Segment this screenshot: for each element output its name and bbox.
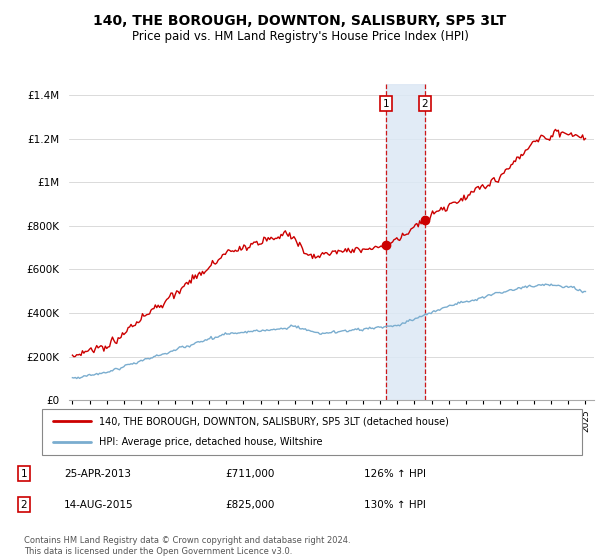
Text: Price paid vs. HM Land Registry's House Price Index (HPI): Price paid vs. HM Land Registry's House … [131,30,469,43]
FancyBboxPatch shape [42,409,582,455]
Text: HPI: Average price, detached house, Wiltshire: HPI: Average price, detached house, Wilt… [98,437,322,447]
Text: 25-APR-2013: 25-APR-2013 [64,469,131,479]
Text: £711,000: £711,000 [226,469,275,479]
Text: 1: 1 [382,99,389,109]
Text: 14-AUG-2015: 14-AUG-2015 [64,500,134,510]
Bar [386,84,425,400]
Text: Contains HM Land Registry data © Crown copyright and database right 2024.
This d: Contains HM Land Registry data © Crown c… [24,536,350,556]
Text: 140, THE BOROUGH, DOWNTON, SALISBURY, SP5 3LT: 140, THE BOROUGH, DOWNTON, SALISBURY, SP… [94,14,506,28]
Text: 2: 2 [422,99,428,109]
Text: 140, THE BOROUGH, DOWNTON, SALISBURY, SP5 3LT (detached house): 140, THE BOROUGH, DOWNTON, SALISBURY, SP… [98,416,449,426]
Text: 2: 2 [20,500,27,510]
Text: 126% ↑ HPI: 126% ↑ HPI [364,469,425,479]
Text: 130% ↑ HPI: 130% ↑ HPI [364,500,425,510]
Text: 1: 1 [20,469,27,479]
Text: £825,000: £825,000 [226,500,275,510]
